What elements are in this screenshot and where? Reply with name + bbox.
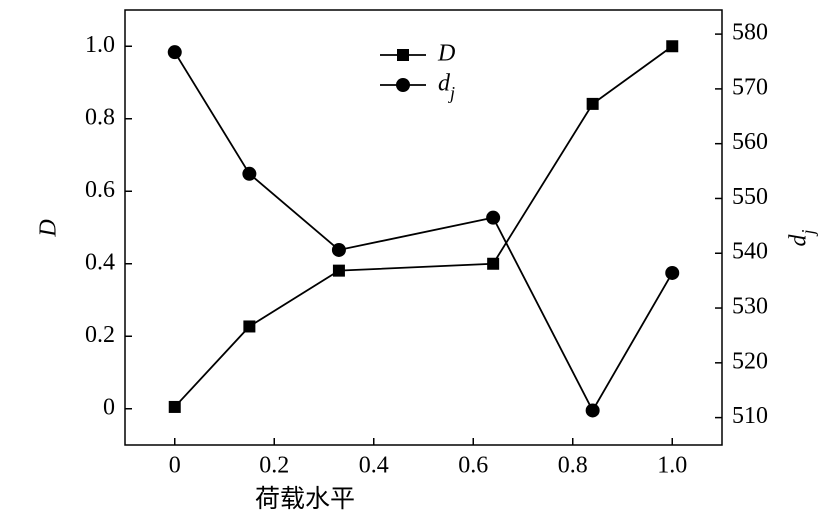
- x-tick-label: 0.2: [259, 453, 289, 479]
- marker: [168, 400, 181, 413]
- x-tick-label: 0.6: [458, 453, 488, 479]
- marker: [486, 210, 501, 225]
- legend-marker: [397, 49, 409, 61]
- legend-marker: [396, 78, 410, 92]
- y-axis-label: D: [36, 219, 62, 237]
- y2-tick-label: 570: [732, 74, 768, 100]
- marker: [585, 403, 600, 418]
- y2-tick-label: 560: [732, 129, 768, 155]
- y-tick-label: 0.2: [85, 322, 115, 348]
- legend-label: dj: [438, 71, 455, 104]
- marker: [167, 45, 182, 60]
- y2-axis-label: dj: [786, 229, 819, 246]
- y2-tick-label: 580: [732, 20, 768, 46]
- y2-tick-label: 510: [732, 403, 768, 429]
- series-line: [174, 45, 673, 408]
- marker: [586, 97, 599, 110]
- x-tick-label: 0.8: [558, 453, 588, 479]
- marker: [487, 257, 500, 270]
- marker: [332, 264, 345, 277]
- marker: [665, 265, 680, 280]
- x-axis-label: 荷载水平: [255, 484, 355, 513]
- plot-frame: [124, 9, 723, 446]
- y2-tick-label: 550: [732, 184, 768, 210]
- marker: [331, 242, 346, 257]
- y2-tick-label: 520: [732, 348, 768, 374]
- y-tick-label: 0.6: [85, 177, 115, 203]
- x-tick-label: 0.4: [359, 453, 389, 479]
- marker: [666, 40, 679, 53]
- y-tick-label: 0.8: [85, 104, 115, 130]
- series-line: [173, 51, 674, 413]
- y2-tick-label: 540: [732, 239, 768, 265]
- y2-tick-label: 530: [732, 294, 768, 320]
- y-tick-label: 0: [103, 394, 115, 420]
- legend-label: D: [437, 41, 455, 67]
- x-tick-label: 1.0: [657, 453, 687, 479]
- y-tick-label: 1.0: [85, 32, 115, 58]
- y-tick-label: 0.4: [85, 249, 115, 275]
- marker: [243, 320, 256, 333]
- x-tick-label: 0: [169, 453, 181, 479]
- marker: [242, 166, 257, 181]
